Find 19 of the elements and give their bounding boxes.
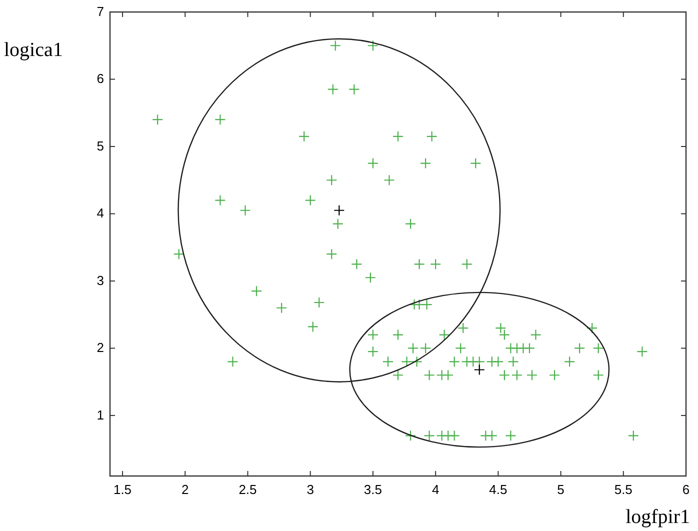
y-tick-label: 6 bbox=[96, 71, 104, 86]
x-tick-label: 2 bbox=[182, 482, 189, 497]
y-axis-title: logica1 bbox=[4, 39, 63, 61]
y-tick-label: 3 bbox=[96, 272, 104, 288]
y-tick-label: 1 bbox=[96, 407, 104, 422]
x-tick-label: 3.5 bbox=[364, 482, 382, 497]
x-axis-title: logfpir1 bbox=[626, 506, 690, 528]
x-tick-label: 4.5 bbox=[489, 482, 508, 497]
x-tick-label: 2.5 bbox=[238, 482, 257, 497]
x-tick-label: 1.5 bbox=[113, 482, 132, 497]
x-tick-label: 6 bbox=[682, 482, 690, 497]
x-tick-label: 3 bbox=[306, 482, 314, 497]
x-tick-label: 5 bbox=[557, 482, 564, 497]
y-tick-label: 5 bbox=[96, 138, 104, 154]
x-tick-label: 4 bbox=[432, 482, 440, 497]
y-tick-label: 2 bbox=[96, 340, 104, 356]
y-tick-label: 4 bbox=[96, 206, 104, 221]
y-tick-label: 7 bbox=[96, 4, 104, 19]
x-tick-label: 5.5 bbox=[614, 482, 632, 497]
